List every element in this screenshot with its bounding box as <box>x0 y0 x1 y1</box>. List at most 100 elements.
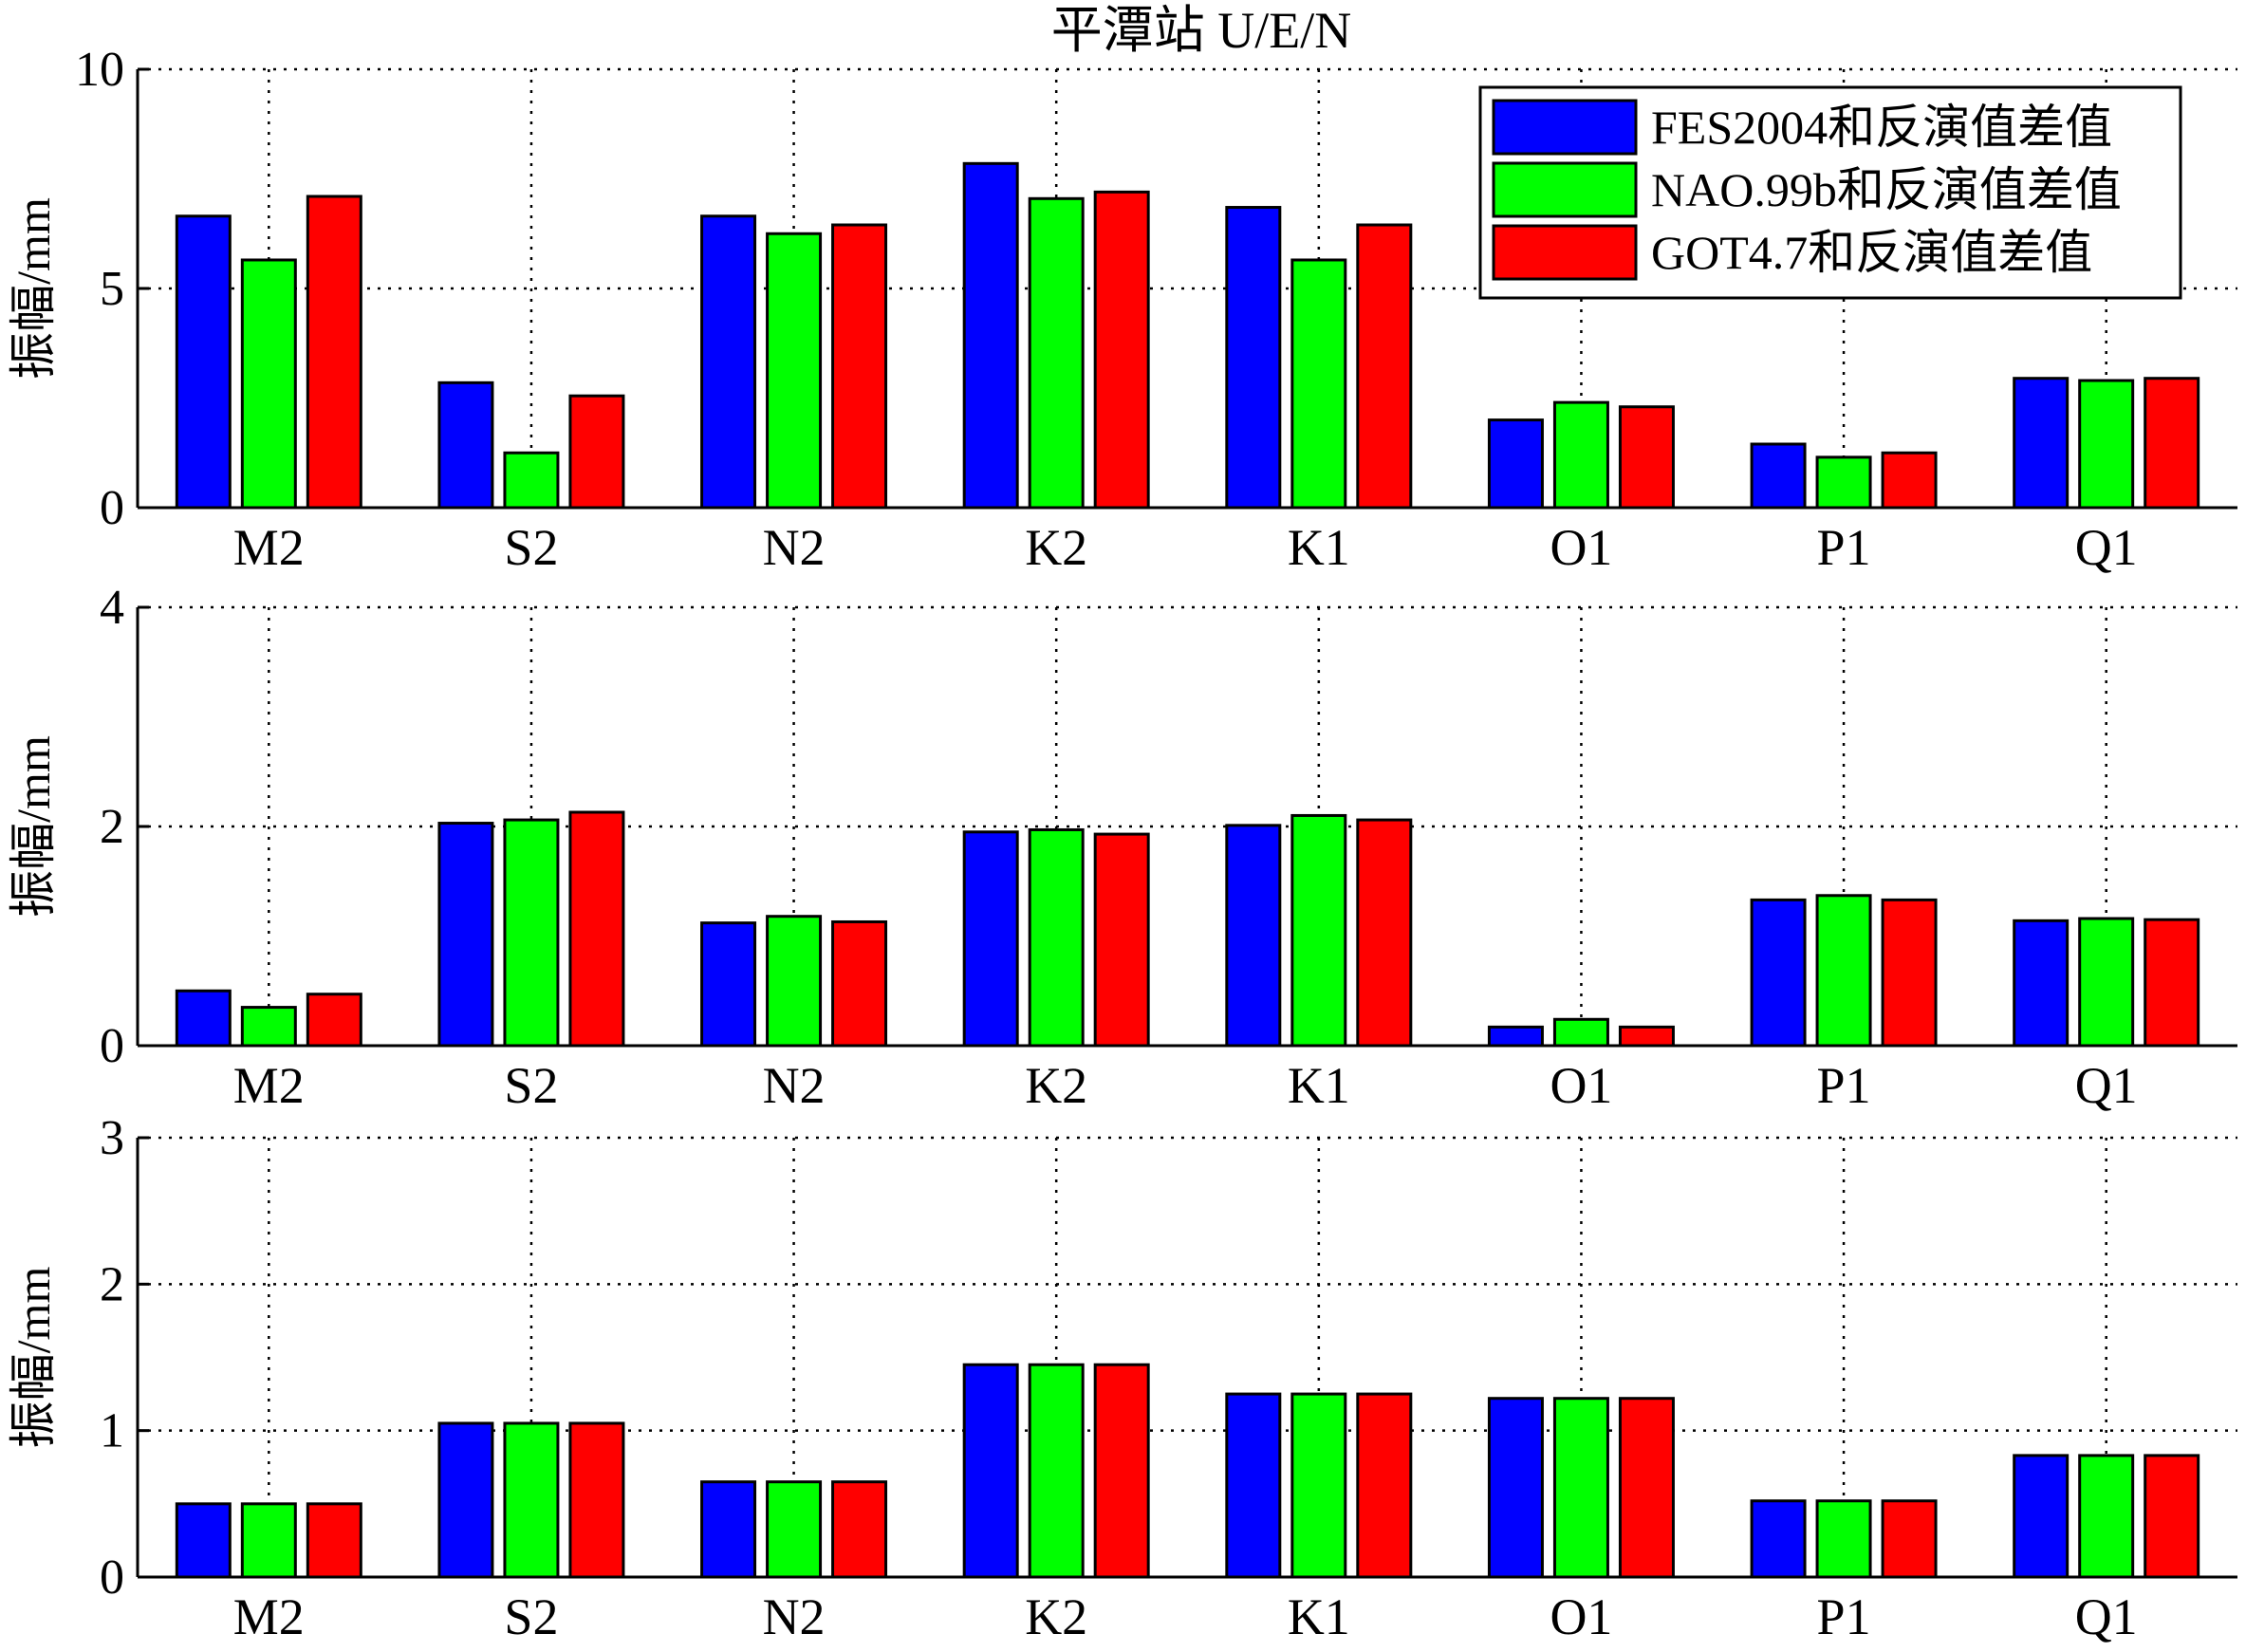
panel-1-bar-o1-series-1 <box>1487 418 1544 510</box>
panel-3-bar-p1-series-1 <box>1750 1499 1807 1579</box>
panel-1-bar-p1-series-3 <box>1881 451 1938 510</box>
panel-1-bar-s2-series-3 <box>568 394 625 510</box>
panel-3-bar-p1-series-3 <box>1881 1499 1938 1579</box>
panel-1-category-label: S2 <box>504 519 558 576</box>
chart-title: 平潭站 U/E/N <box>1051 2 1352 59</box>
panel-1-y-axis-label: 振幅/mm <box>7 197 60 380</box>
panel-3-category-label: O1 <box>1550 1588 1612 1645</box>
panel-1-bar-n2-series-3 <box>831 223 888 510</box>
panel-3-bar-k1-series-3 <box>1356 1392 1413 1579</box>
panel-3-bar-q1-series-2 <box>2078 1454 2135 1579</box>
panel-2-bar-n2-series-3 <box>831 919 888 1048</box>
panel-3-ytick-label: 1 <box>100 1404 124 1458</box>
panel-2-bar-k2-series-1 <box>962 830 1019 1048</box>
panel-2-bar-m2-series-2 <box>240 1006 297 1048</box>
panel-3-category-label: S2 <box>504 1588 558 1645</box>
panel-2-bar-p1-series-1 <box>1750 898 1807 1048</box>
panel-3-y-axis-label: 振幅/mm <box>7 1267 60 1449</box>
panel-1-bar-s2-series-2 <box>503 451 560 510</box>
legend-swatch-3 <box>1492 224 1638 281</box>
panel-1-bar-q1-series-3 <box>2144 377 2200 510</box>
panel-2-bar-q1-series-3 <box>2144 918 2200 1048</box>
panel-1-category-label: P1 <box>1817 519 1871 576</box>
panel-1-bar-o1-series-3 <box>1618 405 1675 510</box>
panel-3-category-label: P1 <box>1817 1588 1871 1645</box>
panel-1-bar-o1-series-2 <box>1552 400 1609 510</box>
panel-3-bar-s2-series-2 <box>503 1421 560 1579</box>
panel-2-ytick-label: 0 <box>100 1019 124 1073</box>
panel-1-ytick-label: 10 <box>75 43 124 97</box>
panel-2-bar-q1-series-2 <box>2078 917 2135 1048</box>
panel-1-bar-p1-series-2 <box>1815 455 1872 510</box>
panel-3-ytick-label: 2 <box>100 1257 124 1311</box>
panel-1-category-label: O1 <box>1550 519 1612 576</box>
panel-3-bar-m2-series-2 <box>240 1502 297 1579</box>
panel-3-bar-k2-series-2 <box>1028 1363 1085 1579</box>
panel-2-bar-s2-series-1 <box>437 822 494 1048</box>
panel-2-bar-k2-series-2 <box>1028 827 1085 1048</box>
panel-1-bar-k1-series-2 <box>1290 258 1347 510</box>
panel-2-bar-n2-series-2 <box>766 915 823 1048</box>
panel-3-bar-o1-series-1 <box>1487 1397 1544 1579</box>
chart-legend: FES2004和反演值差值 NAO.99b和反演值差值 GOT4.7和反演值差值 <box>1478 85 2182 300</box>
panel-3-category-label: N2 <box>763 1588 826 1645</box>
panel-1-ytick-label: 0 <box>100 481 124 535</box>
panel-1-bar-s2-series-1 <box>437 381 494 510</box>
panel-3-bar-k2-series-3 <box>1093 1363 1150 1579</box>
panel-1-category-label: Q1 <box>2075 519 2138 576</box>
legend-label-2: NAO.99b和反演值差值 <box>1651 163 2122 216</box>
panel-1-bar-k2-series-3 <box>1093 190 1150 510</box>
panel-2-bar-o1-series-2 <box>1552 1017 1609 1048</box>
panel-1-bar-q1-series-1 <box>2013 377 2070 510</box>
panel-2-bar-p1-series-3 <box>1881 898 1938 1048</box>
panel-2-bar-k1-series-3 <box>1356 818 1413 1048</box>
panel-2-bar-k1-series-2 <box>1290 813 1347 1048</box>
panel-1-ytick-label: 5 <box>100 262 124 316</box>
panel-2-bar-s2-series-2 <box>503 818 560 1048</box>
panel-1-category-label: N2 <box>763 519 826 576</box>
panel-3-category-label: K2 <box>1025 1588 1087 1645</box>
panel-3-ytick-label: 0 <box>100 1550 124 1605</box>
panel-3-bar-n2-series-3 <box>831 1480 888 1579</box>
panel-2-category-label: K1 <box>1288 1057 1350 1114</box>
panel-1-category-label: M2 <box>233 519 305 576</box>
panel-1-bar-q1-series-2 <box>2078 379 2135 510</box>
panel-2-category-label: K2 <box>1025 1057 1087 1114</box>
panel-2-category-label: P1 <box>1817 1057 1871 1114</box>
panel-2-bar-s2-series-3 <box>568 810 625 1048</box>
panel-2-bar-k1-series-1 <box>1225 824 1282 1048</box>
panel-2-bar-o1-series-1 <box>1487 1025 1544 1048</box>
panel-2-bar-k2-series-3 <box>1093 832 1150 1048</box>
panel-2-category-label: S2 <box>504 1057 558 1114</box>
panel-1-bar-m2-series-3 <box>306 195 362 510</box>
legend-label-1: FES2004和反演值差值 <box>1651 101 2112 154</box>
panel-3-bar-m2-series-1 <box>175 1502 232 1579</box>
panel-3-bar-m2-series-3 <box>306 1502 362 1579</box>
panel-1-bar-k1-series-1 <box>1225 206 1282 510</box>
panel-1-bar-p1-series-1 <box>1750 442 1807 510</box>
panel-3-bar-s2-series-3 <box>568 1421 625 1579</box>
panel-2-category-label: N2 <box>763 1057 826 1114</box>
panel-3-category-label: K1 <box>1288 1588 1350 1645</box>
panel-2-category-label: O1 <box>1550 1057 1612 1114</box>
panel-1-bar-m2-series-2 <box>240 258 297 510</box>
panel-2-ytick-label: 2 <box>100 800 124 854</box>
panel-3-bar-q1-series-3 <box>2144 1454 2200 1579</box>
panel-2-category-label: Q1 <box>2075 1057 2138 1114</box>
panel-1-category-label: K2 <box>1025 519 1087 576</box>
panel-1-bar-k2-series-1 <box>962 161 1019 510</box>
panel-3-bar-k1-series-1 <box>1225 1392 1282 1579</box>
panel-2-y-axis-label: 振幅/mm <box>7 735 60 918</box>
legend-swatch-2 <box>1492 161 1638 218</box>
panel-2-ytick-label: 4 <box>100 581 124 635</box>
panel-1-category-label: K1 <box>1288 519 1350 576</box>
panel-1-bar-k2-series-2 <box>1028 196 1085 510</box>
panel-3-bar-k1-series-2 <box>1290 1392 1347 1579</box>
panel-3-category-label: Q1 <box>2075 1588 2138 1645</box>
panel-3-bar-o1-series-2 <box>1552 1397 1609 1579</box>
panel-2-bar-m2-series-1 <box>175 989 232 1048</box>
panel-2-category-label: M2 <box>233 1057 305 1114</box>
panel-3-bar-p1-series-2 <box>1815 1499 1872 1579</box>
panel-3-bar-o1-series-3 <box>1618 1397 1675 1579</box>
